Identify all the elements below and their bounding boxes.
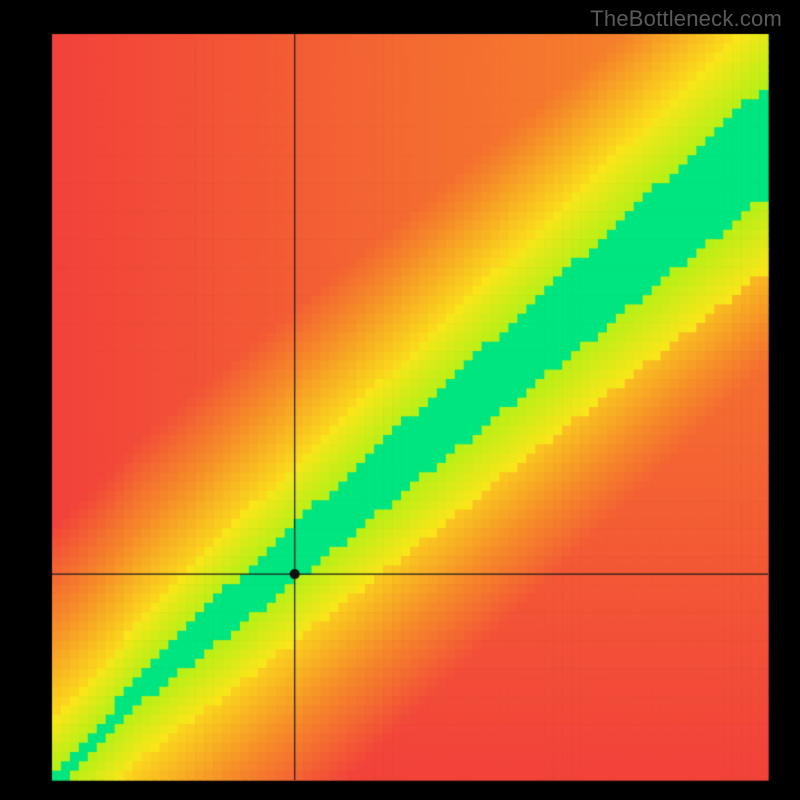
chart-container: TheBottleneck.com	[0, 0, 800, 800]
watermark-text: TheBottleneck.com	[590, 6, 782, 32]
bottleneck-heatmap	[0, 0, 800, 800]
